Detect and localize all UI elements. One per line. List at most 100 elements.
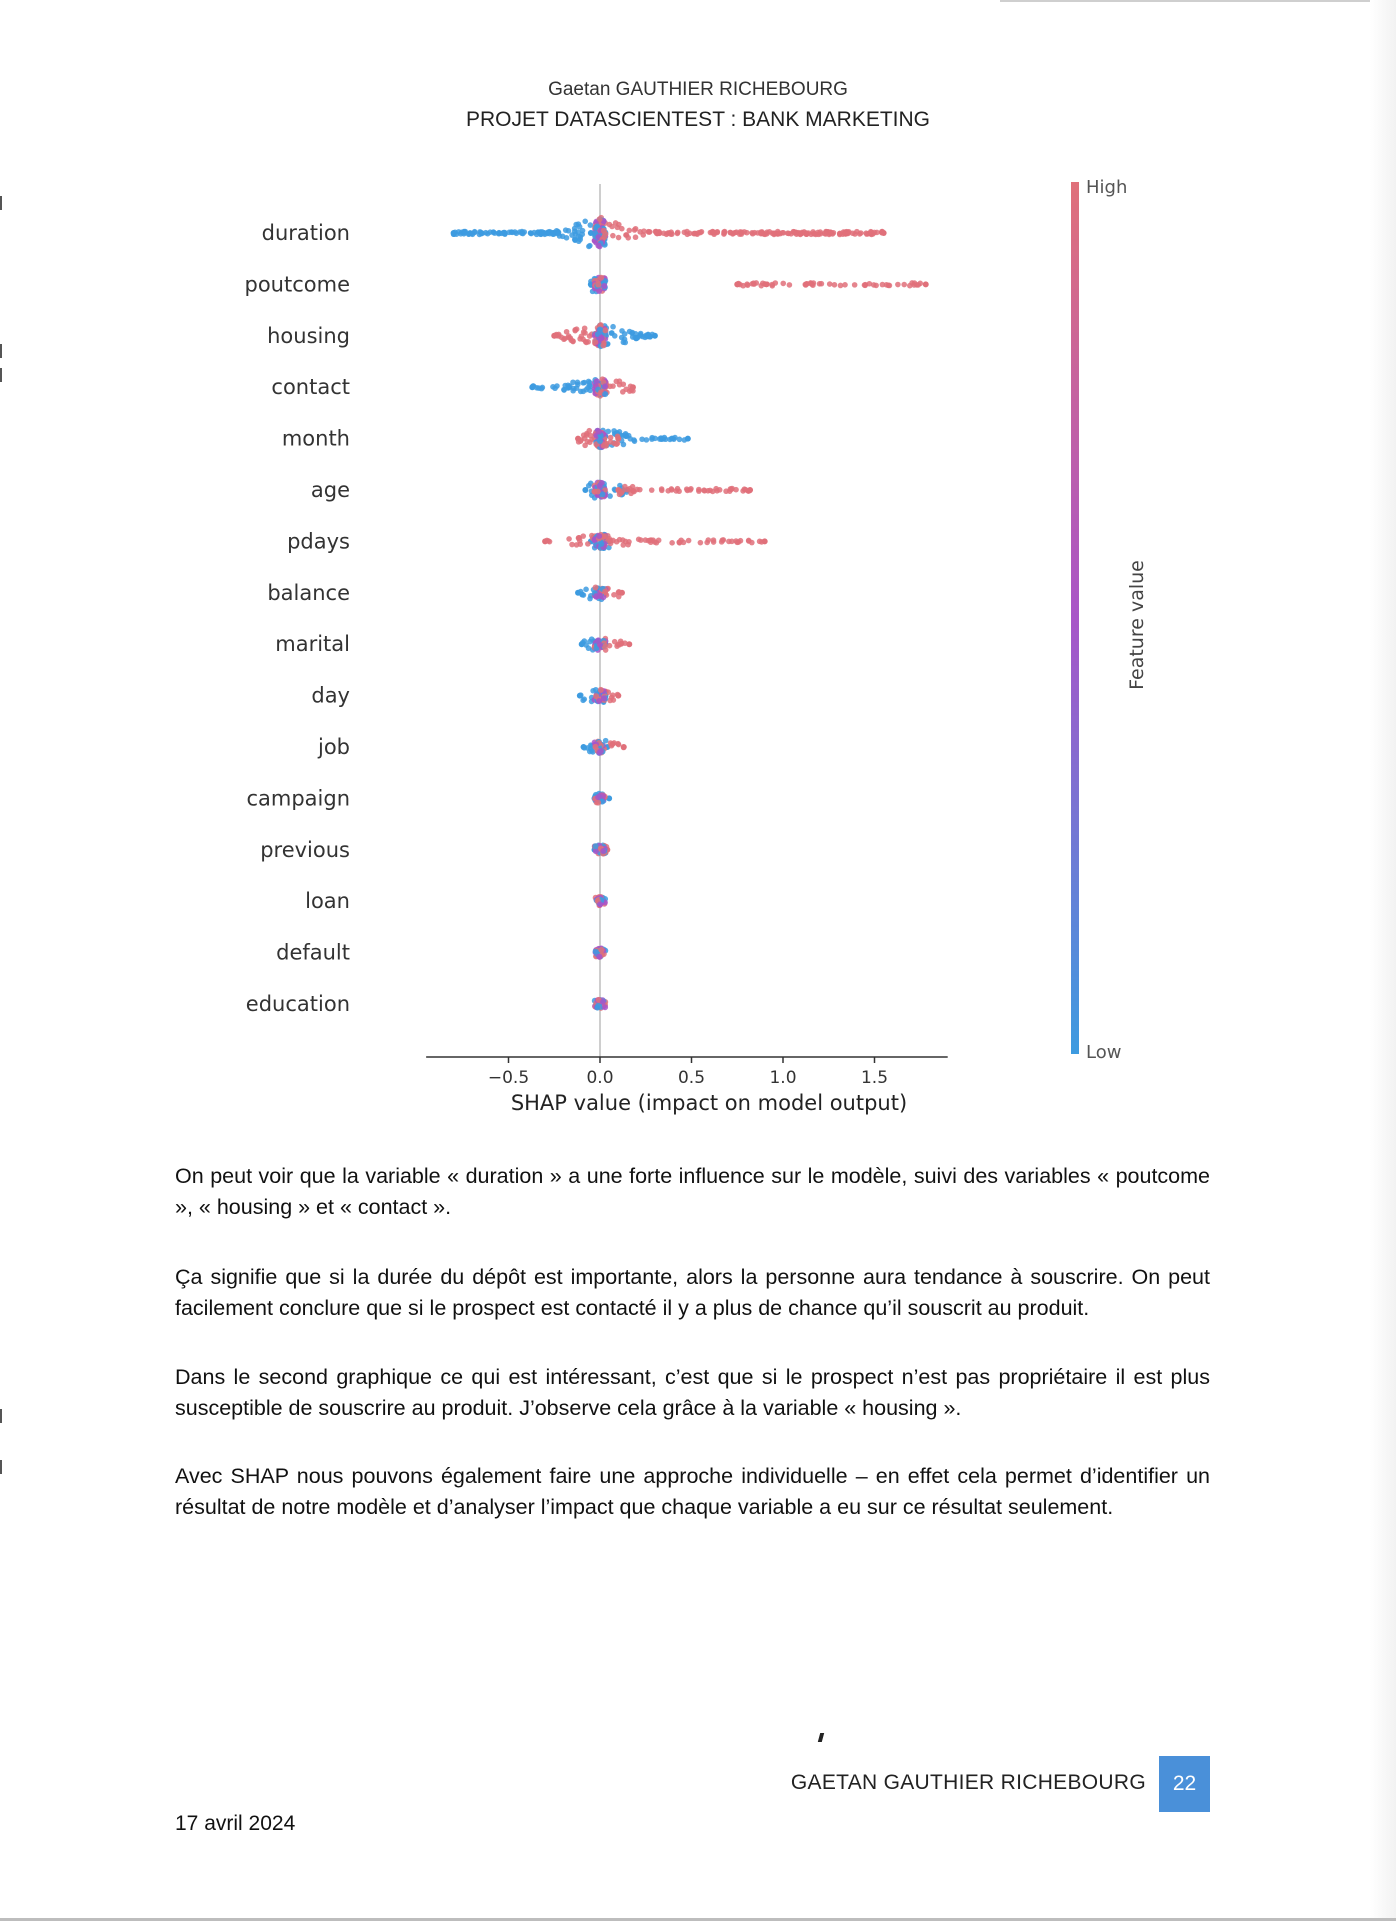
feature-label: pdays [287, 529, 350, 553]
shap-point [607, 493, 613, 499]
shap-point [626, 539, 632, 545]
shap-point [684, 435, 691, 442]
shap-point [632, 234, 639, 241]
shap-point [598, 274, 605, 281]
shap-point [756, 538, 763, 545]
shap-point [607, 697, 613, 704]
shap-point [579, 227, 586, 234]
shap-point [569, 541, 575, 548]
paragraph-4: Avec SHAP nous pouvons également faire u… [175, 1464, 1210, 1519]
x-tick-label: 1.5 [861, 1068, 888, 1088]
shap-point [874, 229, 880, 236]
shap-point [592, 948, 599, 955]
shap-point [594, 488, 601, 495]
shap-point [622, 432, 629, 438]
scan-margin-mark [0, 368, 2, 382]
shap-point [646, 229, 653, 235]
shap-point [563, 235, 570, 241]
shap-point [580, 592, 587, 598]
shap-point [527, 230, 534, 236]
feature-row-points [591, 790, 613, 806]
shap-point [753, 280, 760, 286]
feature-row-points [587, 274, 929, 295]
shap-point [602, 391, 609, 398]
shap-point [582, 218, 589, 225]
scan-edge-right [1370, 0, 1396, 1921]
shap-point [583, 339, 590, 346]
shap-point [610, 232, 616, 239]
shap-point [672, 434, 678, 441]
shap-point [611, 592, 617, 598]
shap-point [761, 538, 768, 545]
shap-point [879, 281, 886, 288]
shap-point [533, 231, 540, 238]
shap-point [684, 487, 691, 494]
shap-point [797, 231, 804, 238]
shap-point [639, 436, 645, 443]
shap-point [597, 901, 604, 908]
shap-point [600, 227, 607, 234]
shap-point [676, 436, 683, 443]
shap-point [734, 539, 741, 546]
shap-point [749, 230, 756, 237]
shap-point [468, 230, 475, 237]
shap-point [622, 339, 629, 346]
paragraph-3: Dans le second graphique ce qui est inté… [175, 1365, 1210, 1420]
shap-point [595, 428, 602, 435]
shap-point [615, 234, 622, 241]
shap-point [684, 228, 690, 235]
shap-point [597, 593, 604, 600]
shap-point [745, 538, 752, 544]
feature-row-points [580, 737, 627, 756]
x-tick-label: 0.0 [586, 1068, 613, 1088]
shap-point [610, 323, 616, 330]
shap-point [771, 230, 777, 237]
shap-point [615, 740, 621, 747]
shap-point [586, 333, 593, 339]
shap-point [862, 282, 868, 289]
shap-point [592, 843, 599, 850]
shap-point [575, 233, 582, 240]
shap-point [592, 339, 599, 346]
shap-point [558, 334, 565, 341]
shap-point [629, 329, 636, 336]
shap-point [535, 385, 542, 391]
shap-point [685, 537, 692, 544]
shap-point [669, 540, 675, 546]
footer-author: GAETAN GAUTHIER RICHEBOURG [790, 1771, 1146, 1794]
shap-point [625, 234, 632, 241]
shap-point [596, 288, 603, 295]
shap-point [582, 330, 588, 336]
shap-point [450, 230, 457, 236]
shap-point [615, 487, 622, 493]
shap-point [575, 589, 582, 596]
shap-point [585, 645, 592, 652]
shap-point [582, 487, 589, 493]
scan-margin-mark [0, 1460, 2, 1474]
shap-point [895, 281, 901, 288]
shap-point [711, 230, 718, 236]
shap-point [858, 230, 864, 236]
shap-point [660, 230, 667, 237]
shap-point [620, 381, 627, 388]
shap-point [595, 637, 602, 644]
feature-row-points [575, 427, 691, 451]
shap-point [747, 487, 754, 493]
shap-point [580, 388, 587, 395]
feature-row-points [529, 376, 636, 399]
shap-point [615, 692, 622, 699]
shap-point [592, 743, 599, 750]
shap-point [736, 231, 743, 237]
shap-point [775, 230, 782, 237]
colorbar [1071, 182, 1079, 1054]
shap-point [763, 281, 770, 288]
shap-point [626, 641, 633, 648]
shap-point [596, 437, 603, 444]
shap-point [583, 586, 589, 593]
shap-point [601, 643, 608, 650]
shap-point [602, 1004, 609, 1011]
shap-point [563, 328, 570, 335]
shap-point [616, 378, 623, 384]
feature-label: job [317, 735, 350, 759]
